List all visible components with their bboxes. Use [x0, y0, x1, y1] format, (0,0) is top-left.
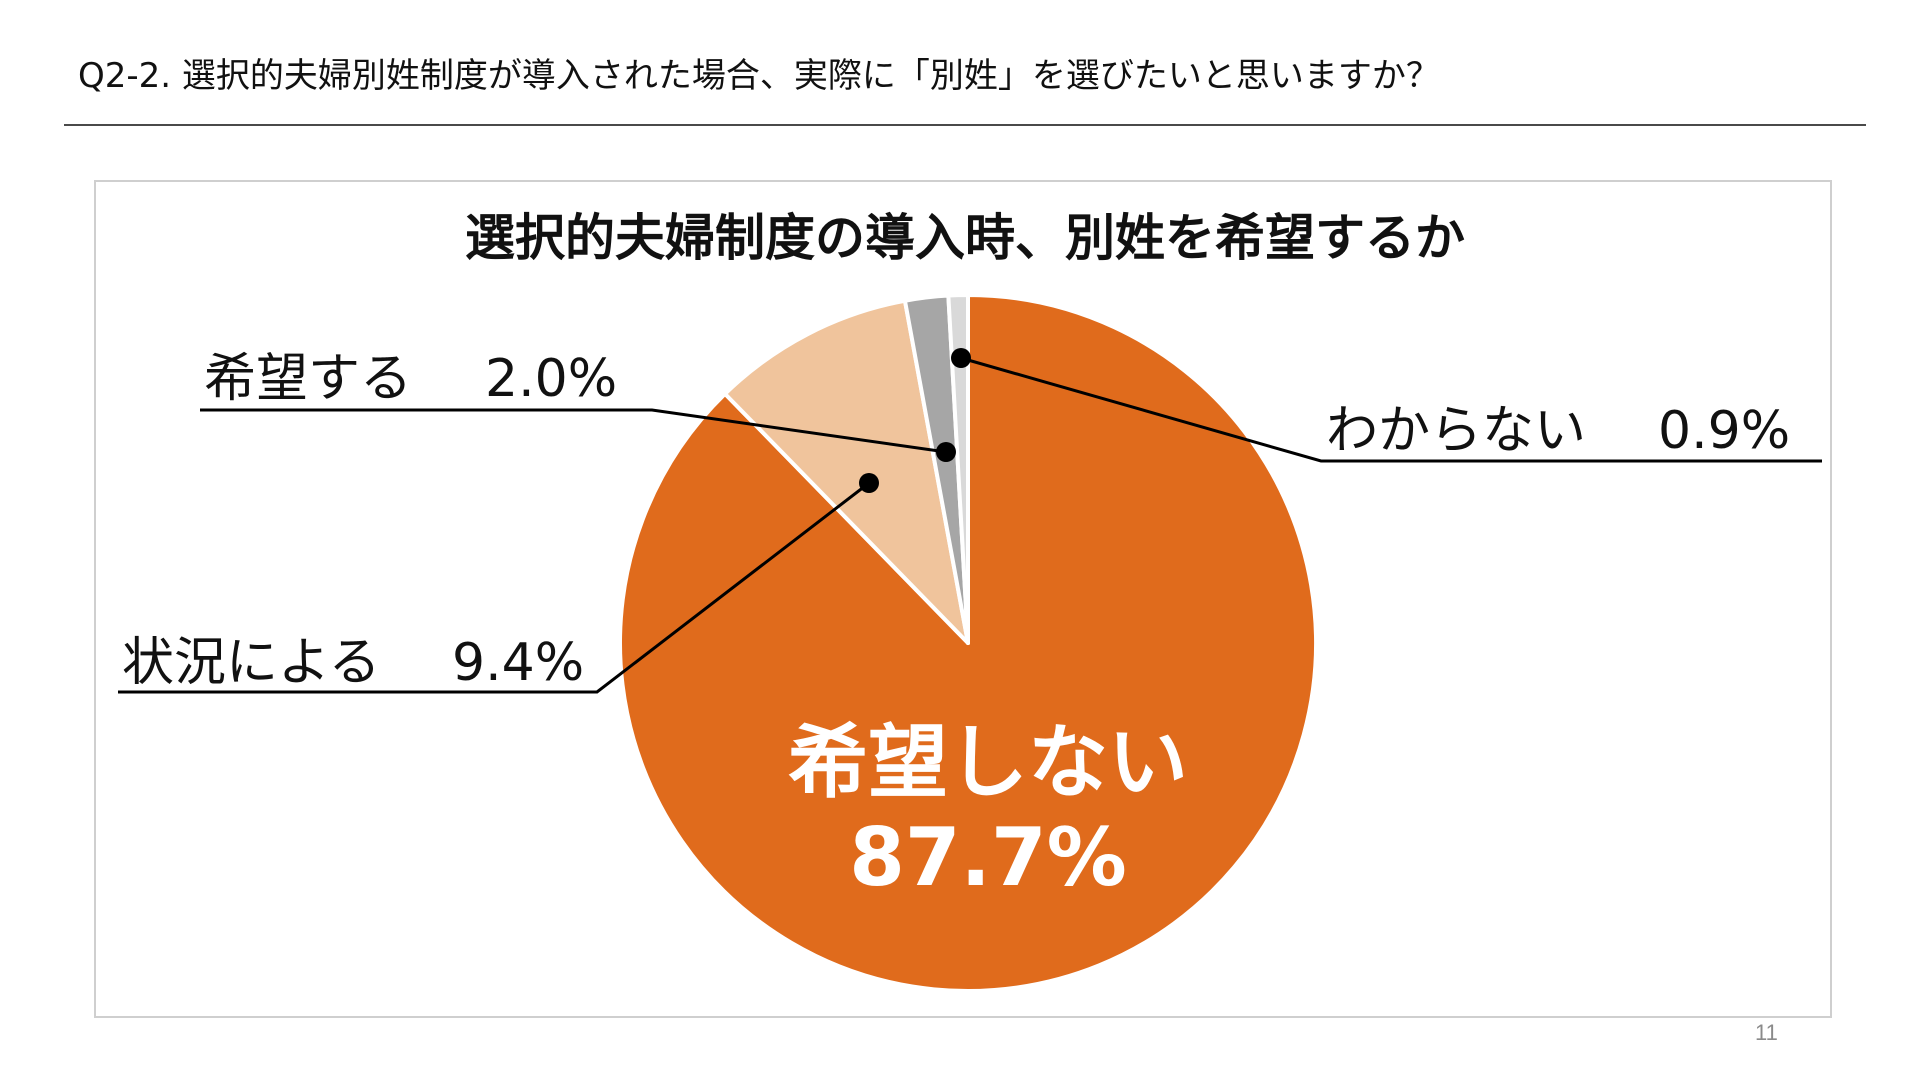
leader-line-2: [118, 481, 870, 694]
pie-slice-4: [946, 293, 970, 645]
leader-dot-3: [936, 442, 956, 462]
question-heading: Q2-2. 選択的夫婦別姓制度が導入された場合、実際に「別姓」を選びたいと思いま…: [78, 56, 1440, 96]
slice-label-4-name: わからない: [1326, 401, 1586, 461]
pie-slices: [617, 293, 1318, 993]
slice-label-2-name: 状況による: [122, 633, 380, 693]
chart-title: 選択的夫婦制度の導入時、別姓を希望するか: [465, 209, 1465, 267]
slice-label-1-value: 87.7%: [849, 811, 1127, 904]
header-divider: [64, 124, 1866, 126]
slice-label-3-name: 希望する: [204, 349, 412, 409]
leader-line-3: [200, 408, 947, 454]
leader-line-4: [960, 356, 1822, 463]
slice-label-3-value: 2.0%: [485, 349, 617, 409]
leader-dot-4: [951, 348, 971, 368]
leader-dot-2: [859, 473, 879, 493]
slice-label-1-name: 希望しない: [788, 716, 1188, 809]
pie-slice-2: [723, 298, 970, 645]
leader-lines: [118, 348, 1822, 694]
slice-label-2-value: 9.4%: [452, 633, 584, 693]
slice-label-4-value: 0.9%: [1658, 401, 1790, 461]
page-number: 11: [1755, 1020, 1778, 1045]
